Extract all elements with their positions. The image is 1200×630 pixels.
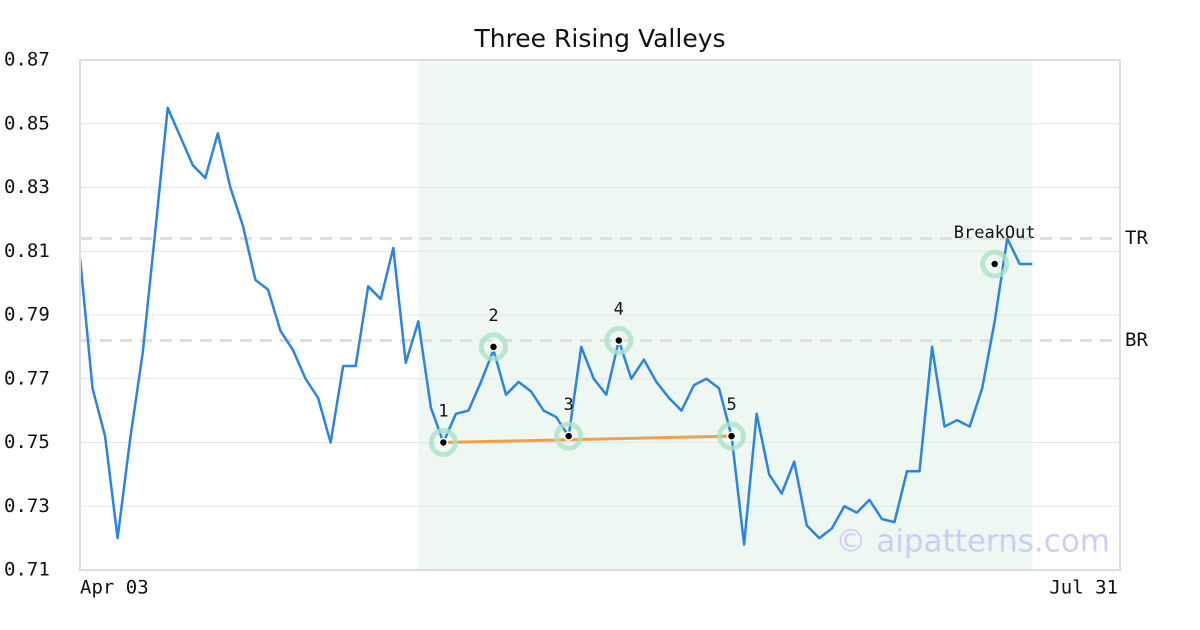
level-label: BR	[1125, 329, 1148, 351]
pattern-point-label: 1	[438, 402, 448, 422]
pattern-point	[726, 431, 737, 441]
y-tick-label: 0.83	[4, 176, 50, 198]
x-tick-label: Jul 31	[1049, 577, 1118, 599]
y-tick-label: 0.71	[4, 559, 50, 581]
chart-title: Three Rising Valleys	[473, 24, 725, 53]
pattern-point-halo	[717, 421, 747, 451]
pattern-point-label: 4	[614, 300, 624, 320]
pattern-point	[563, 431, 574, 441]
pattern-point-label: 5	[726, 395, 736, 415]
pattern-point-halo	[428, 428, 458, 457]
y-tick-label: 0.73	[4, 495, 50, 517]
y-tick-label: 0.87	[4, 49, 50, 71]
pattern-point-halo	[478, 332, 508, 362]
pattern-point	[488, 342, 499, 352]
pattern-point-label: 2	[488, 306, 498, 326]
y-tick-label: 0.85	[4, 112, 50, 134]
level-label: TR	[1125, 227, 1148, 249]
pattern-point	[989, 259, 1000, 269]
pattern-point-label: 3	[564, 395, 574, 415]
pattern-point	[438, 437, 449, 448]
price-line	[78, 106, 1033, 546]
pattern-point-halo	[980, 249, 1010, 279]
pattern-point-label: BreakOut	[954, 223, 1036, 243]
trend-line	[443, 434, 732, 444]
y-tick-label: 0.77	[4, 367, 50, 389]
watermark: © aipatterns.com	[835, 524, 1110, 560]
pattern-point-halo	[604, 326, 634, 355]
y-tick-label: 0.81	[4, 240, 50, 262]
pattern-point	[614, 335, 624, 346]
y-tick-label: 0.79	[4, 304, 50, 326]
x-tick-label: Apr 03	[80, 577, 149, 599]
pattern-point-halo	[554, 421, 584, 451]
y-tick-label: 0.75	[4, 431, 50, 453]
plot-border	[79, 59, 1121, 571]
